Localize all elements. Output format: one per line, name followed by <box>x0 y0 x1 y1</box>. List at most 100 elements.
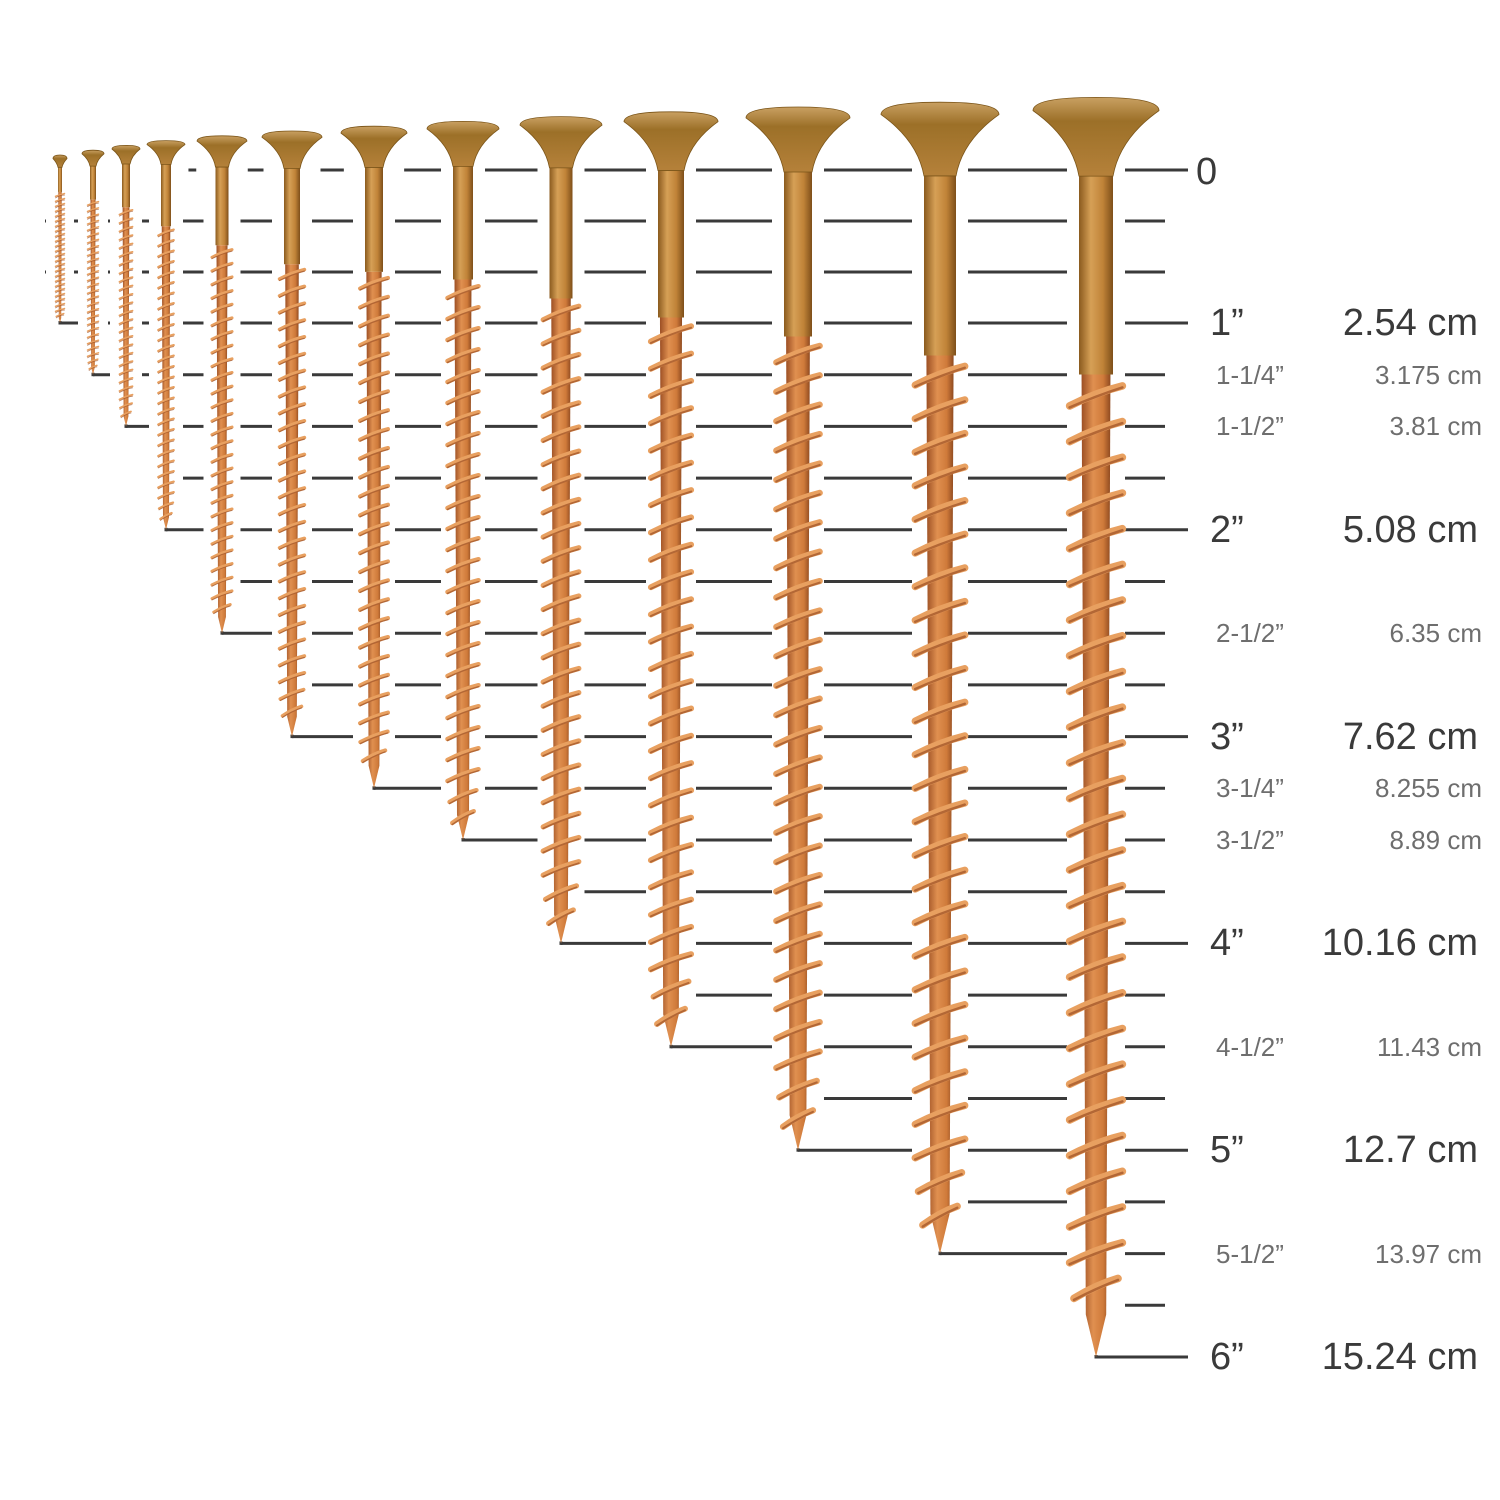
screw-thread <box>773 901 823 925</box>
screw-thread-shadow <box>542 717 580 733</box>
screw-thread <box>210 302 234 314</box>
screw-thread <box>911 1101 969 1128</box>
screw-thread <box>1065 953 1127 981</box>
screw-thread <box>540 859 582 878</box>
screw-thread-shadow <box>211 414 233 424</box>
screw-thread-shadow <box>119 278 133 284</box>
screw-thread <box>542 883 580 902</box>
screw-thread <box>277 654 307 668</box>
screw-thread <box>445 745 481 763</box>
screw-thread <box>911 497 969 524</box>
screw-thread-shadow <box>775 904 821 924</box>
screw-shank <box>58 161 62 192</box>
screw-thread-shadow <box>914 668 966 691</box>
screw-thread-shadow <box>542 644 580 661</box>
screw-thread <box>86 232 100 238</box>
screw-thread <box>86 320 100 326</box>
screw-thread <box>773 871 823 895</box>
screw-thread <box>358 540 390 556</box>
screw-thread-shadow <box>649 326 693 344</box>
screw-thread <box>86 238 100 244</box>
screw-thread-shadow <box>542 669 580 685</box>
screw-thread <box>445 409 481 427</box>
screw-thread <box>773 842 823 866</box>
screw-thread-shadow <box>119 311 133 318</box>
screw-thread-shadow <box>279 371 305 382</box>
screw-thread-shadow <box>87 328 99 334</box>
screw-thread-shadow <box>782 1110 814 1130</box>
screw-thread-shadow <box>775 757 821 777</box>
screw-thread <box>919 1202 961 1229</box>
screw-thread-shadow <box>649 517 693 536</box>
screw-thread-shadow <box>446 307 480 322</box>
screw-thread <box>86 345 100 351</box>
screw-thread <box>157 249 175 258</box>
screw-thread <box>210 384 234 396</box>
screw-thread-shadow <box>649 927 693 945</box>
screw-thread-shadow <box>157 430 175 437</box>
screw-thread <box>647 459 695 481</box>
screw-thread <box>911 530 969 557</box>
screw-thread-shadow <box>359 713 389 726</box>
screw <box>52 154 68 323</box>
screw-thread <box>157 312 175 321</box>
screw-shank <box>453 134 473 280</box>
screw-thread-shadow <box>87 234 99 239</box>
cm-label: 3.81 cm <box>1389 411 1483 442</box>
screw-thread-shadow <box>775 1051 821 1071</box>
screw-thread-shadow <box>279 270 305 282</box>
screw-thread <box>911 665 969 692</box>
screw-thread-shadow <box>775 552 821 571</box>
screw-thread-shadow <box>279 287 305 298</box>
inch-label: 5-1/2” <box>1216 1238 1284 1269</box>
screw-thread-shadow <box>359 543 389 556</box>
screw-thread <box>1065 1024 1127 1053</box>
screw-thread <box>911 967 969 994</box>
screw-thread-shadow <box>448 790 478 805</box>
screw-thread-shadow <box>279 354 305 366</box>
screw-thread <box>210 316 234 327</box>
screw-thread-shadow <box>1068 493 1124 516</box>
screw-thread-shadow <box>775 669 821 689</box>
screw-thread <box>157 301 175 311</box>
screw-thread <box>118 225 134 233</box>
screw-thread-shadow <box>211 428 233 437</box>
screw-thread <box>647 405 695 427</box>
screw-thread <box>773 783 823 807</box>
screw-thread <box>540 641 582 661</box>
screw-thread-shadow <box>542 427 580 443</box>
screw-thread-shadow <box>279 438 305 450</box>
screw-thread-shadow <box>359 618 389 631</box>
screw-thread-shadow <box>87 309 99 315</box>
screw-thread-shadow <box>359 486 389 499</box>
screw-thread <box>647 814 695 836</box>
screw-thread-shadow <box>359 297 389 310</box>
screw-thread-shadow <box>87 272 99 277</box>
screw-thread-shadow <box>649 900 693 918</box>
screw-thread-shadow <box>446 685 480 700</box>
screw-shank <box>284 141 300 265</box>
screw-thread-shadow <box>211 305 233 314</box>
screw-thread <box>280 704 304 718</box>
screw-thread <box>1065 1131 1127 1160</box>
screw-thread-shadow <box>775 346 821 365</box>
screw-thread <box>277 587 307 601</box>
screw-thread-shadow <box>649 599 693 617</box>
screw <box>196 135 248 634</box>
screw-thread-shadow <box>119 387 133 393</box>
screw-thread-shadow <box>279 556 305 567</box>
screw-thread <box>773 342 823 366</box>
screw-thread-shadow <box>211 523 233 533</box>
screw-thread <box>358 275 390 291</box>
screw-thread <box>277 620 307 634</box>
screw-thread-shadow <box>649 681 693 699</box>
screw-thread <box>358 408 390 423</box>
screw-thread <box>540 545 582 564</box>
screw-thread-shadow <box>775 610 821 630</box>
screw-thread-shadow <box>914 937 966 959</box>
screw-thread <box>445 514 481 532</box>
screw-thread <box>773 577 823 601</box>
screw-thread <box>86 257 100 263</box>
screw-head <box>880 101 1000 177</box>
screw-thread <box>277 351 307 365</box>
